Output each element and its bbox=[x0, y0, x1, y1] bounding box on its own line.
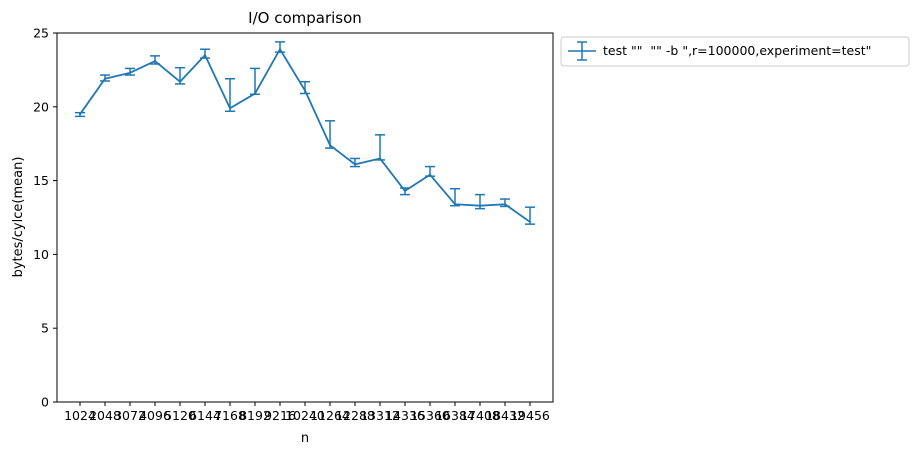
plot-background bbox=[57, 33, 553, 402]
y-tick-label: 20 bbox=[33, 99, 49, 114]
x-tick-label: 4096 bbox=[139, 408, 171, 423]
series-lines bbox=[79, 48, 531, 223]
data-point bbox=[279, 48, 281, 51]
data-point bbox=[404, 190, 406, 192]
legend[interactable]: test "" "" -b ",r=100000,experiment=test… bbox=[560, 36, 910, 67]
y-axis: 0 5 10 15 20 25 bbox=[33, 26, 57, 410]
data-point bbox=[179, 80, 181, 83]
x-tick-label: 15360 bbox=[410, 408, 450, 423]
data-point bbox=[329, 144, 331, 147]
y-tick-label: 10 bbox=[33, 247, 49, 262]
x-axis: 1024204830724096512061447168819292161024… bbox=[64, 402, 550, 423]
x-tick-label: 16384 bbox=[435, 408, 475, 423]
x-tick-label: 13312 bbox=[360, 408, 400, 423]
legend-marker bbox=[568, 41, 596, 61]
data-point bbox=[79, 113, 81, 116]
y-axis-label: bytes/cylce(mean) bbox=[11, 157, 26, 278]
x-tick-label: 5120 bbox=[164, 408, 196, 423]
data-point bbox=[129, 71, 131, 74]
data-point bbox=[504, 203, 506, 206]
x-tick-label: 7168 bbox=[214, 408, 246, 423]
legend-frame bbox=[560, 36, 910, 67]
x-tick-label: 10240 bbox=[285, 408, 325, 423]
x-axis-label: n bbox=[301, 431, 309, 446]
error-bar bbox=[225, 78, 235, 112]
data-point bbox=[154, 60, 156, 62]
data-point bbox=[204, 54, 206, 57]
data-point bbox=[104, 77, 106, 80]
x-tick-label: 19456 bbox=[510, 408, 550, 423]
x-tick-label: 3072 bbox=[114, 408, 146, 423]
x-tick-label: 9216 bbox=[264, 408, 296, 423]
data-point bbox=[379, 157, 381, 160]
data-point bbox=[429, 173, 431, 176]
data-point bbox=[354, 163, 356, 166]
x-tick-label: 8192 bbox=[239, 408, 271, 423]
data-point bbox=[529, 221, 531, 223]
data-point bbox=[479, 204, 481, 207]
x-tick-label: 6144 bbox=[189, 408, 221, 423]
x-tick-label: 2048 bbox=[89, 408, 121, 423]
x-tick-label: 12288 bbox=[335, 408, 375, 423]
x-tick-label: 1024 bbox=[64, 408, 96, 423]
data-point bbox=[304, 89, 306, 92]
error-bar bbox=[125, 67, 135, 76]
y-tick-label: 0 bbox=[41, 395, 49, 410]
x-tick-label: 17408 bbox=[460, 408, 500, 423]
data-point bbox=[454, 203, 456, 206]
x-tick-label: 18432 bbox=[485, 408, 525, 423]
y-tick-label: 15 bbox=[33, 173, 49, 188]
y-tick-label: 25 bbox=[33, 26, 49, 41]
y-tick-label: 5 bbox=[41, 321, 49, 336]
data-point bbox=[229, 107, 231, 110]
data-point bbox=[254, 92, 256, 95]
x-tick-label: 14336 bbox=[385, 408, 425, 423]
legend-label: test "" "" -b ",r=100000,experiment=test… bbox=[603, 43, 871, 58]
chart-title: I/O comparison bbox=[248, 9, 362, 27]
x-tick-label: 11264 bbox=[310, 408, 350, 423]
